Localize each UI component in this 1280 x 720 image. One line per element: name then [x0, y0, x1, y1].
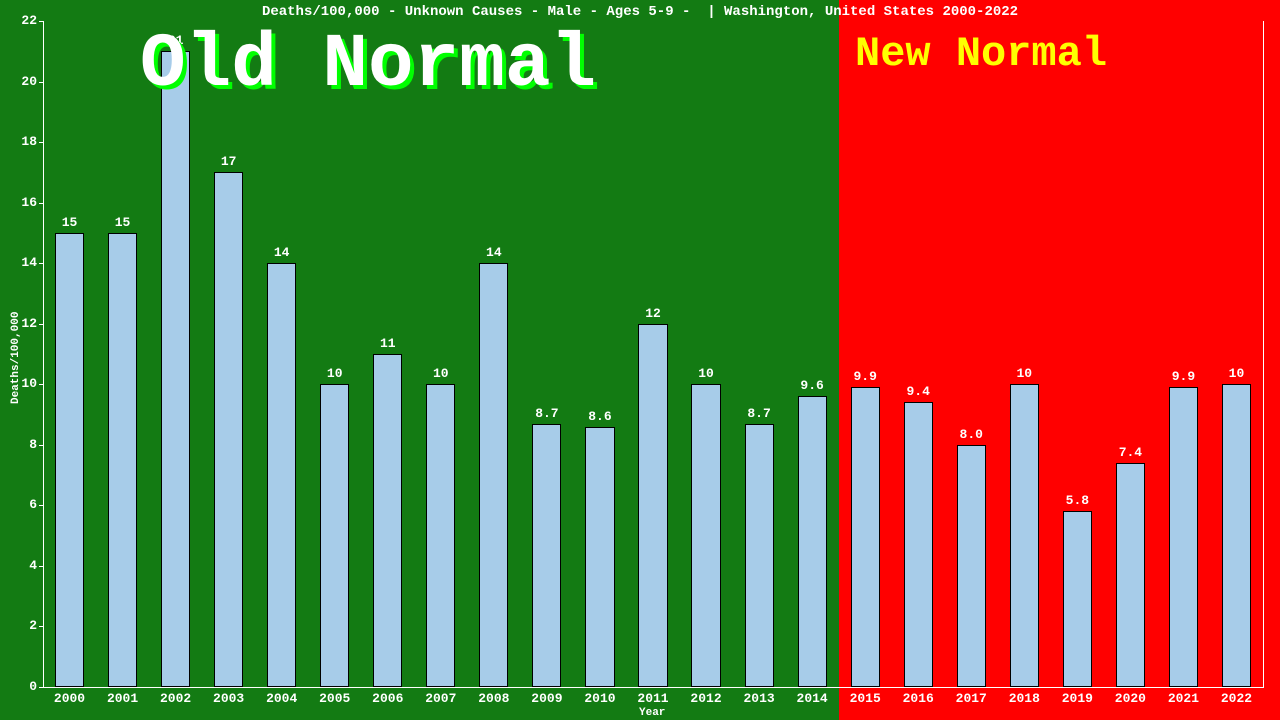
bar-value-label: 10 [315, 366, 355, 381]
bar-value-label: 10 [1216, 366, 1256, 381]
y-tick-label: 20 [11, 74, 37, 89]
bar-value-label: 9.4 [898, 384, 938, 399]
x-tick-label: 2001 [103, 691, 143, 706]
bar [1116, 463, 1145, 687]
bar-value-label: 10 [421, 366, 461, 381]
x-tick-label: 2006 [368, 691, 408, 706]
bar-value-label: 10 [1004, 366, 1044, 381]
bar-value-label: 7.4 [1110, 445, 1150, 460]
x-axis-line-bottom [43, 687, 1263, 688]
x-tick-label: 2020 [1110, 691, 1150, 706]
chart-title: Deaths/100,000 - Unknown Causes - Male -… [0, 4, 1280, 20]
x-tick-label: 2019 [1057, 691, 1097, 706]
y-tick-label: 4 [11, 558, 37, 573]
y-axis-label: Deaths/100,000 [10, 312, 22, 404]
bar [957, 445, 986, 687]
bar [214, 172, 243, 687]
y-tick-label: 14 [11, 255, 37, 270]
x-tick-label: 2016 [898, 691, 938, 706]
bar-value-label: 11 [368, 336, 408, 351]
x-tick-label: 2011 [633, 691, 673, 706]
y-tick-label: 16 [11, 195, 37, 210]
y-tick-mark [39, 324, 43, 325]
y-tick-label: 18 [11, 134, 37, 149]
y-tick-mark [39, 203, 43, 204]
overlay-text-1: New Normal [855, 30, 1107, 78]
bar [904, 402, 933, 687]
x-tick-label: 2022 [1216, 691, 1256, 706]
bar [1169, 387, 1198, 687]
bar [1063, 511, 1092, 687]
y-tick-mark [39, 505, 43, 506]
y-tick-mark [39, 626, 43, 627]
x-tick-label: 2017 [951, 691, 991, 706]
y-tick-mark [39, 263, 43, 264]
x-tick-label: 2014 [792, 691, 832, 706]
y-tick-mark [39, 21, 43, 22]
bar-value-label: 8.6 [580, 409, 620, 424]
x-axis-label: Year [639, 707, 665, 719]
bar [55, 233, 84, 687]
y-axis-line-right [1263, 21, 1264, 688]
bar [585, 427, 614, 687]
bar-value-label: 9.9 [845, 369, 885, 384]
x-tick-label: 2018 [1004, 691, 1044, 706]
x-tick-label: 2009 [527, 691, 567, 706]
bar-value-label: 5.8 [1057, 493, 1097, 508]
bar-value-label: 15 [50, 215, 90, 230]
x-tick-label: 2010 [580, 691, 620, 706]
bar [161, 51, 190, 687]
x-tick-label: 2015 [845, 691, 885, 706]
x-tick-label: 2004 [262, 691, 302, 706]
bar [1222, 384, 1251, 687]
x-tick-label: 2003 [209, 691, 249, 706]
bar-value-label: 8.7 [527, 406, 567, 421]
overlay-text-0: Old Normal [140, 22, 596, 108]
bar-value-label: 10 [686, 366, 726, 381]
y-tick-mark [39, 82, 43, 83]
bar [479, 263, 508, 687]
bar-value-label: 12 [633, 306, 673, 321]
bar [426, 384, 455, 687]
x-tick-label: 2005 [315, 691, 355, 706]
x-tick-label: 2002 [156, 691, 196, 706]
bar [373, 354, 402, 687]
bar [1010, 384, 1039, 687]
x-tick-label: 2008 [474, 691, 514, 706]
y-tick-label: 2 [11, 618, 37, 633]
bar [532, 424, 561, 687]
y-tick-mark [39, 142, 43, 143]
bar [851, 387, 880, 687]
x-tick-label: 2007 [421, 691, 461, 706]
bar [691, 384, 720, 687]
y-tick-mark [39, 384, 43, 385]
y-tick-mark [39, 687, 43, 688]
y-tick-label: 8 [11, 437, 37, 452]
x-tick-label: 2012 [686, 691, 726, 706]
bar [638, 324, 667, 687]
bar-value-label: 9.6 [792, 378, 832, 393]
bar-value-label: 15 [103, 215, 143, 230]
y-axis-line-left [43, 21, 44, 688]
bar [798, 396, 827, 687]
bar-value-label: 14 [262, 245, 302, 260]
bar [745, 424, 774, 687]
y-tick-label: 6 [11, 497, 37, 512]
bar-value-label: 14 [474, 245, 514, 260]
chart-container: Deaths/100,000 - Unknown Causes - Male -… [0, 0, 1280, 720]
bar-value-label: 8.7 [739, 406, 779, 421]
y-tick-label: 22 [11, 13, 37, 28]
bar [320, 384, 349, 687]
bar [108, 233, 137, 687]
bar [267, 263, 296, 687]
y-tick-mark [39, 566, 43, 567]
y-tick-mark [39, 445, 43, 446]
y-tick-label: 0 [11, 679, 37, 694]
bar-value-label: 17 [209, 154, 249, 169]
bar-value-label: 8.0 [951, 427, 991, 442]
x-tick-label: 2000 [50, 691, 90, 706]
bar-value-label: 9.9 [1163, 369, 1203, 384]
x-tick-label: 2021 [1163, 691, 1203, 706]
x-tick-label: 2013 [739, 691, 779, 706]
